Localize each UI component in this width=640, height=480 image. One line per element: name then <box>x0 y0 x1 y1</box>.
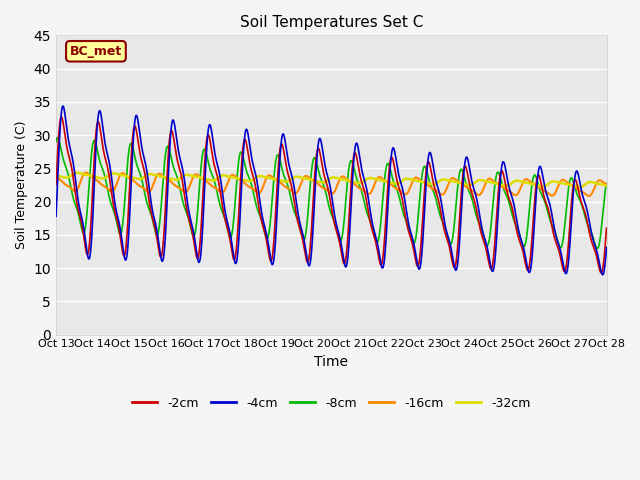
Legend: -2cm, -4cm, -8cm, -16cm, -32cm: -2cm, -4cm, -8cm, -16cm, -32cm <box>127 392 536 415</box>
Y-axis label: Soil Temperature (C): Soil Temperature (C) <box>15 120 28 249</box>
Title: Soil Temperatures Set C: Soil Temperatures Set C <box>239 15 423 30</box>
X-axis label: Time: Time <box>314 355 348 369</box>
Text: BC_met: BC_met <box>70 45 122 58</box>
